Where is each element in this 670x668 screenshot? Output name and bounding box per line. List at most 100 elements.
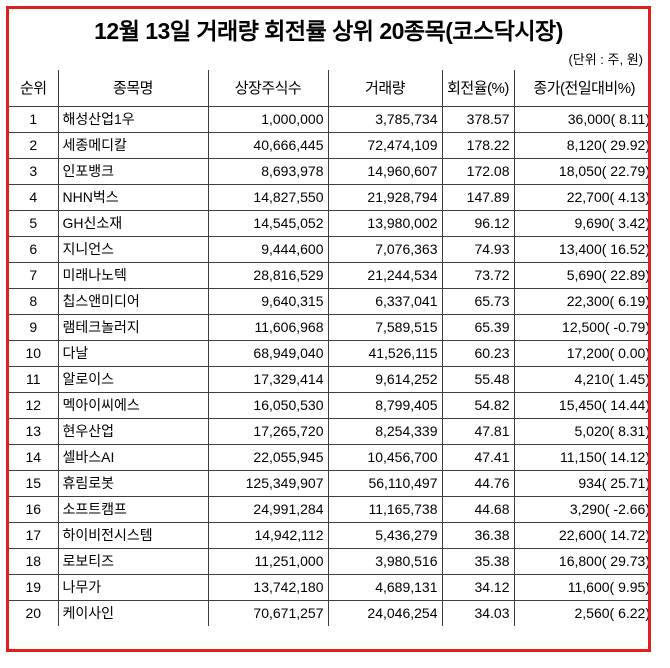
table-row: 8 칩스앤미디어 9,640,315 6,337,041 65.73 22,300( 6.… bbox=[9, 287, 648, 315]
name-cell: NHN벅스 bbox=[57, 183, 209, 211]
table-row: 7 미래나노텍 28,816,529 21,244,534 73.72 5,690( 22… bbox=[9, 261, 648, 289]
shares-cell: 14,827,550 bbox=[207, 183, 329, 211]
name-cell: 칩스앤미디어 bbox=[57, 287, 209, 315]
volume-cell: 56,110,497 bbox=[327, 469, 443, 497]
close-cell: 13,400( 16.52) bbox=[513, 235, 648, 263]
table-row: 14 셀바스AI 22,055,945 10,456,700 47.41 11,150( … bbox=[9, 443, 648, 471]
turnover-cell: 60.23 bbox=[441, 339, 515, 367]
shares-cell: 9,640,315 bbox=[207, 287, 329, 315]
close-cell: 934( 25.71) bbox=[513, 469, 648, 497]
rank-cell: 13 bbox=[9, 417, 59, 445]
shares-cell: 14,545,052 bbox=[207, 209, 329, 237]
turnover-cell: 34.12 bbox=[441, 573, 515, 601]
turnover-cell: 54.82 bbox=[441, 391, 515, 419]
volume-cell: 6,337,041 bbox=[327, 287, 443, 315]
shares-cell: 14,942,112 bbox=[207, 521, 329, 549]
shares-cell: 8,693,978 bbox=[207, 157, 329, 185]
table-row: 9 램테크놀러지 11,606,968 7,589,515 65.39 12,500( -… bbox=[9, 313, 648, 341]
name-cell: 세종메디칼 bbox=[57, 131, 209, 159]
close-cell: 22,700( 4.13) bbox=[513, 183, 648, 211]
shares-cell: 28,816,529 bbox=[207, 261, 329, 289]
close-cell: 17,200( 0.00) bbox=[513, 339, 648, 367]
close-cell: 3,290( -2.66) bbox=[513, 495, 648, 523]
shares-cell: 11,251,000 bbox=[207, 547, 329, 575]
volume-cell: 21,244,534 bbox=[327, 261, 443, 289]
rank-cell: 14 bbox=[9, 443, 59, 471]
close-cell: 36,000( 8.11) bbox=[513, 105, 648, 133]
table-row: 3 인포뱅크 8,693,978 14,960,607 172.08 18,050( 22… bbox=[9, 157, 648, 185]
table-row: 20 케이사인 70,671,257 24,046,254 34.03 2,560( 6.… bbox=[9, 599, 648, 627]
volume-cell: 21,928,794 bbox=[327, 183, 443, 211]
close-cell: 4,210( 1.45) bbox=[513, 365, 648, 393]
rank-cell: 10 bbox=[9, 339, 59, 367]
stocks-table-body: 1 해성산업1우 1,000,000 3,785,734 378.57 36,000( 8… bbox=[9, 105, 648, 627]
volume-cell: 5,436,279 bbox=[327, 521, 443, 549]
shares-cell: 68,949,040 bbox=[207, 339, 329, 367]
volume-cell: 14,960,607 bbox=[327, 157, 443, 185]
close-cell: 16,800( 29.73) bbox=[513, 547, 648, 575]
close-cell: 15,450( 14.44) bbox=[513, 391, 648, 419]
table-row: 18 로보티즈 11,251,000 3,980,516 35.38 16,800( 29… bbox=[9, 547, 648, 575]
close-cell: 5,020( 8.31) bbox=[513, 417, 648, 445]
shares-cell: 22,055,945 bbox=[207, 443, 329, 471]
table-row: 10 다날 68,949,040 41,526,115 60.23 17,200( 0.0… bbox=[9, 339, 648, 367]
close-cell: 5,690( 22.89) bbox=[513, 261, 648, 289]
table-row: 12 멕아이씨에스 16,050,530 8,799,405 54.82 15,450( … bbox=[9, 391, 648, 419]
volume-cell: 13,980,002 bbox=[327, 209, 443, 237]
volume-cell: 72,474,109 bbox=[327, 131, 443, 159]
name-cell: 해성산업1우 bbox=[57, 105, 209, 133]
turnover-cell: 74.93 bbox=[441, 235, 515, 263]
shares-cell: 40,666,445 bbox=[207, 131, 329, 159]
name-cell: GH신소재 bbox=[57, 209, 209, 237]
volume-cell: 10,456,700 bbox=[327, 443, 443, 471]
col-header-turnover: 회전율(%) bbox=[441, 69, 515, 107]
col-header-rank: 순위 bbox=[9, 69, 59, 107]
volume-cell: 7,076,363 bbox=[327, 235, 443, 263]
close-cell: 9,690( 3.42) bbox=[513, 209, 648, 237]
rank-cell: 15 bbox=[9, 469, 59, 497]
table-row: 6 지니언스 9,444,600 7,076,363 74.93 13,400( 16.5… bbox=[9, 235, 648, 263]
close-cell: 8,120( 29.92) bbox=[513, 131, 648, 159]
col-header-name: 종목명 bbox=[57, 69, 209, 107]
page-title: 12월 13일 거래량 회전률 상위 20종목(코스닥시장) bbox=[94, 18, 563, 44]
rank-cell: 1 bbox=[9, 105, 59, 133]
name-cell: 램테크놀러지 bbox=[57, 313, 209, 341]
table-header-row: 순위 종목명 상장주식수 거래량 회전율(%) 종가(전일대비%) bbox=[9, 69, 648, 107]
table-row: 2 세종메디칼 40,666,445 72,474,109 178.22 8,120( 2… bbox=[9, 131, 648, 159]
name-cell: 멕아이씨에스 bbox=[57, 391, 209, 419]
turnover-cell: 65.73 bbox=[441, 287, 515, 315]
rank-cell: 3 bbox=[9, 157, 59, 185]
close-cell: 12,500( -0.79) bbox=[513, 313, 648, 341]
turnover-cell: 47.81 bbox=[441, 417, 515, 445]
turnover-cell: 73.72 bbox=[441, 261, 515, 289]
turnover-cell: 44.76 bbox=[441, 469, 515, 497]
name-cell: 소프트캠프 bbox=[57, 495, 209, 523]
turnover-cell: 172.08 bbox=[441, 157, 515, 185]
table-row: 17 하이비전시스템 14,942,112 5,436,279 36.38 22,600(… bbox=[9, 521, 648, 549]
shares-cell: 125,349,907 bbox=[207, 469, 329, 497]
volume-cell: 7,589,515 bbox=[327, 313, 443, 341]
volume-cell: 4,689,131 bbox=[327, 573, 443, 601]
rank-cell: 16 bbox=[9, 495, 59, 523]
rank-cell: 12 bbox=[9, 391, 59, 419]
rank-cell: 5 bbox=[9, 209, 59, 237]
rank-cell: 9 bbox=[9, 313, 59, 341]
report-table-frame: 12월 13일 거래량 회전률 상위 20종목(코스닥시장) (단위 : 주, … bbox=[6, 6, 651, 652]
close-cell: 22,600( 14.72) bbox=[513, 521, 648, 549]
turnover-cell: 55.48 bbox=[441, 365, 515, 393]
table-row: 5 GH신소재 14,545,052 13,980,002 96.12 9,690( 3.… bbox=[9, 209, 648, 237]
col-header-close: 종가(전일대비%) bbox=[513, 69, 648, 107]
table-row: 16 소프트캠프 24,991,284 11,165,738 44.68 3,290( -… bbox=[9, 495, 648, 523]
turnover-cell: 147.89 bbox=[441, 183, 515, 211]
turnover-cell: 65.39 bbox=[441, 313, 515, 341]
volume-cell: 3,980,516 bbox=[327, 547, 443, 575]
volume-cell: 8,254,339 bbox=[327, 417, 443, 445]
name-cell: 미래나노텍 bbox=[57, 261, 209, 289]
shares-cell: 1,000,000 bbox=[207, 105, 329, 133]
rank-cell: 20 bbox=[9, 599, 59, 627]
col-header-shares: 상장주식수 bbox=[207, 69, 329, 107]
name-cell: 로보티즈 bbox=[57, 547, 209, 575]
turnover-cell: 34.03 bbox=[441, 599, 515, 627]
close-cell: 11,600( 9.95) bbox=[513, 573, 648, 601]
